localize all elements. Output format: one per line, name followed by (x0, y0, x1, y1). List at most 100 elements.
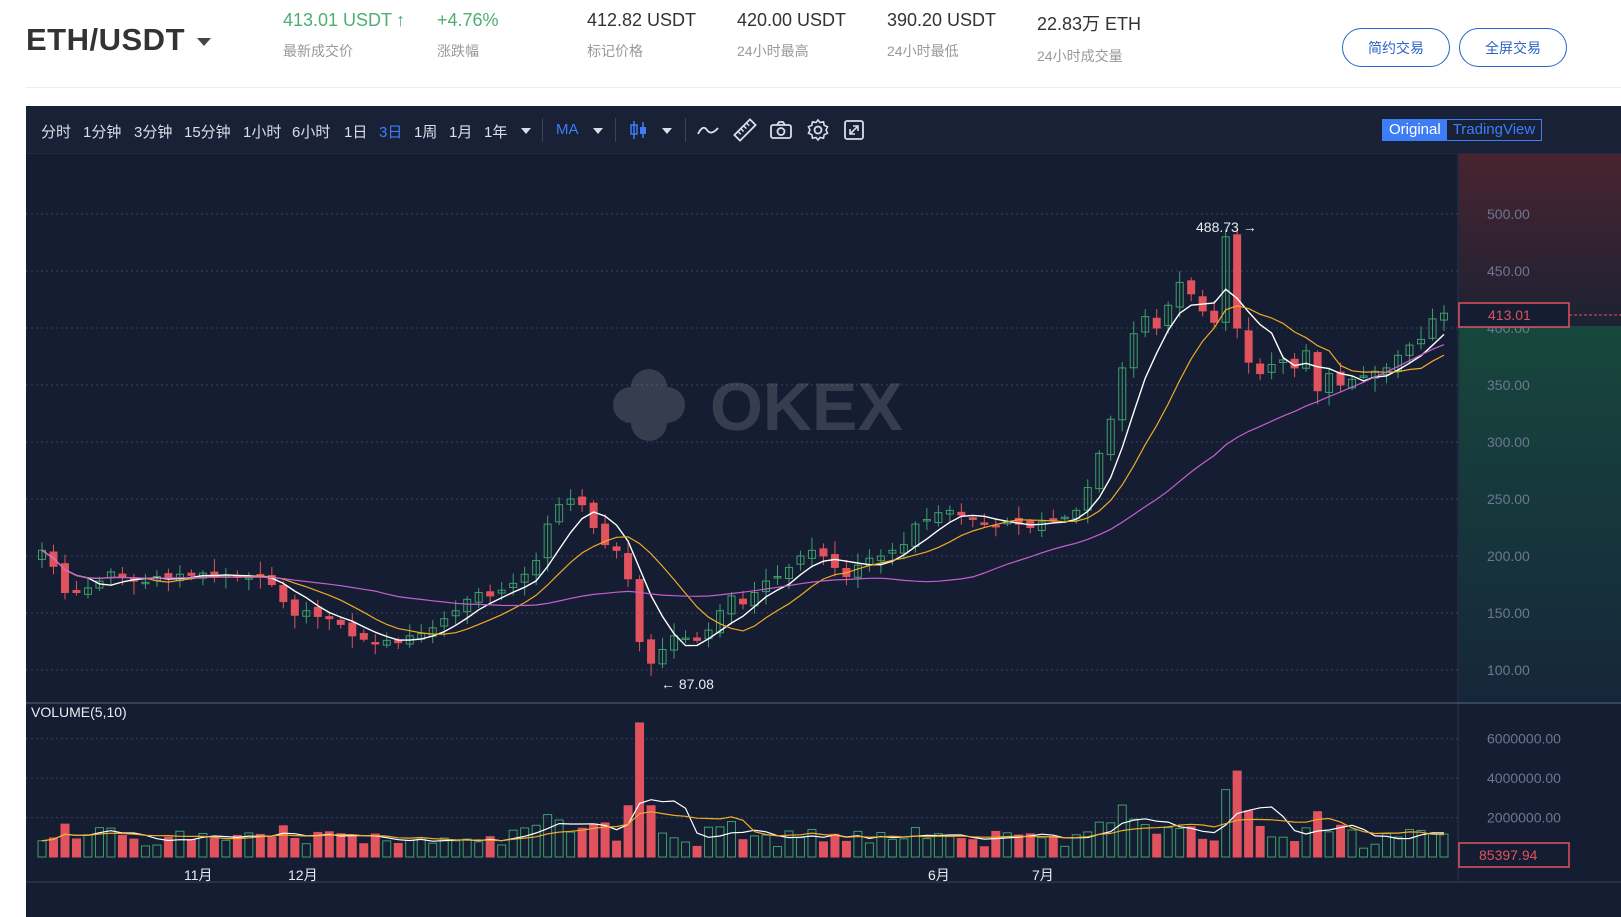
chart-type-caret-icon[interactable] (662, 128, 672, 134)
volume-bar (853, 830, 863, 858)
price-tick-label: 200.00 (1487, 548, 1530, 564)
candle-body (302, 610, 311, 617)
volume-bar (1393, 836, 1403, 858)
interval-6h[interactable]: 6小时 (292, 124, 331, 141)
ruler-icon[interactable] (733, 118, 757, 142)
candlestick-chart[interactable]: OKEX 500.00450.00400.00350.00300.00250.0… (26, 154, 1621, 917)
volume-bar (1083, 831, 1093, 858)
indicator-ma[interactable]: MA (556, 121, 579, 138)
current-price-value: 413.01 (1488, 307, 1531, 323)
interval-1d[interactable]: 1日 (344, 124, 368, 141)
okex-logo-watermark: OKEX (613, 369, 903, 445)
pair-selector[interactable]: ETH/USDT (26, 20, 211, 60)
volume-bar (1221, 789, 1231, 858)
camera-icon[interactable] (769, 118, 793, 142)
toolbar-separator (615, 118, 616, 142)
volume-bar (784, 830, 794, 858)
volume-bar (830, 833, 840, 858)
volume-bar (669, 837, 679, 858)
min-marker-arrow: ← (661, 676, 679, 692)
interval-1w[interactable]: 1周 (414, 124, 438, 141)
candle-body (681, 637, 690, 641)
last-price-value: 413.01 USDT (283, 10, 393, 30)
interval-fenshi[interactable]: 分时 (41, 124, 72, 141)
interval-1h[interactable]: 1小时 (243, 124, 282, 141)
interval-1y[interactable]: 1年 (484, 124, 508, 141)
current-volume-tag: 85397.94 (1458, 842, 1570, 868)
candle-body (1187, 280, 1196, 295)
interval-1mo[interactable]: 1月 (449, 124, 473, 141)
chevron-down-icon (197, 37, 211, 46)
volume-bar (681, 841, 691, 858)
candle-body (1118, 367, 1127, 421)
last-price-label: 最新成交价 (283, 43, 353, 59)
volume-bar (1175, 827, 1185, 858)
candle-body (1037, 521, 1046, 531)
volume-bar (807, 829, 817, 858)
logo-petal (649, 387, 685, 423)
volume-bar (1094, 821, 1104, 858)
price-tick-label: 350.00 (1487, 377, 1530, 393)
candle-body (693, 637, 702, 641)
candle-body (1129, 333, 1138, 369)
fullscreen-trade-button[interactable]: 全屏交易 (1459, 28, 1567, 67)
max-price-marker: 488.73 → (1196, 219, 1257, 235)
view-tradingview-tab[interactable]: TradingView (1452, 121, 1536, 138)
volume-bar (1416, 829, 1426, 858)
interval-1min[interactable]: 1分钟 (83, 124, 122, 141)
simple-trade-button[interactable]: 简约交易 (1342, 28, 1450, 67)
candle-body (991, 524, 1000, 528)
volume-bar (1060, 845, 1070, 858)
candle-body (796, 555, 805, 565)
indicator-caret-icon[interactable] (593, 128, 603, 134)
view-original-tab[interactable]: Original (1383, 120, 1447, 140)
low-24h-label: 24小时最低 (887, 43, 959, 59)
candle-body (739, 598, 747, 605)
volume-bar (1140, 824, 1150, 858)
ma5-line (41, 288, 1445, 647)
mark-price-stat: 412.82 USDT 标记价格 (587, 10, 696, 61)
price-tick-label: 250.00 (1487, 491, 1530, 507)
candle-body (980, 522, 989, 525)
candle-body (72, 590, 81, 593)
header-divider (26, 87, 1621, 88)
candle-body (1279, 359, 1288, 363)
volume-bar (554, 819, 564, 858)
volume-bar (795, 837, 805, 858)
volume-bar (991, 830, 1001, 858)
interval-3d[interactable]: 3日 (379, 124, 403, 141)
volume-bar (1336, 824, 1346, 858)
volume-bar (968, 839, 978, 858)
candle-body (497, 589, 506, 594)
volume-bar (1278, 836, 1288, 858)
volume-bar (508, 829, 518, 858)
candle-body (566, 498, 575, 505)
candle-body (1233, 234, 1242, 329)
settings-icon[interactable] (806, 118, 830, 142)
candlestick-icon[interactable] (627, 118, 651, 142)
line-draw-icon[interactable] (696, 118, 720, 142)
min-price-marker: ← 87.08 (661, 676, 714, 692)
max-marker-arrow: → (1239, 219, 1257, 235)
ticker-header: ETH/USDT 413.01 USDT ↑ 最新成交价 +4.76% 涨跌幅 4… (0, 0, 1621, 88)
candle-body (968, 517, 977, 521)
volume-bar (336, 833, 346, 858)
candle-body (313, 606, 322, 617)
volume-bar (278, 825, 288, 858)
volume-bar (232, 834, 242, 858)
candle-body (1336, 371, 1345, 386)
volume-bar (416, 837, 426, 858)
interval-15min[interactable]: 15分钟 (184, 124, 231, 141)
interval-caret-icon[interactable] (521, 128, 531, 134)
fullscreen-icon[interactable] (842, 118, 866, 142)
interval-3min[interactable]: 3分钟 (134, 124, 173, 141)
volume-bar (887, 838, 897, 858)
volume-bar (255, 833, 265, 858)
volume-bar (692, 845, 702, 858)
volume-bar (1405, 828, 1415, 858)
logo-petal (631, 405, 667, 441)
candle-body (1221, 236, 1230, 323)
volume-bar (876, 831, 886, 858)
volume-bar (324, 831, 334, 858)
volume-bar (646, 805, 656, 858)
